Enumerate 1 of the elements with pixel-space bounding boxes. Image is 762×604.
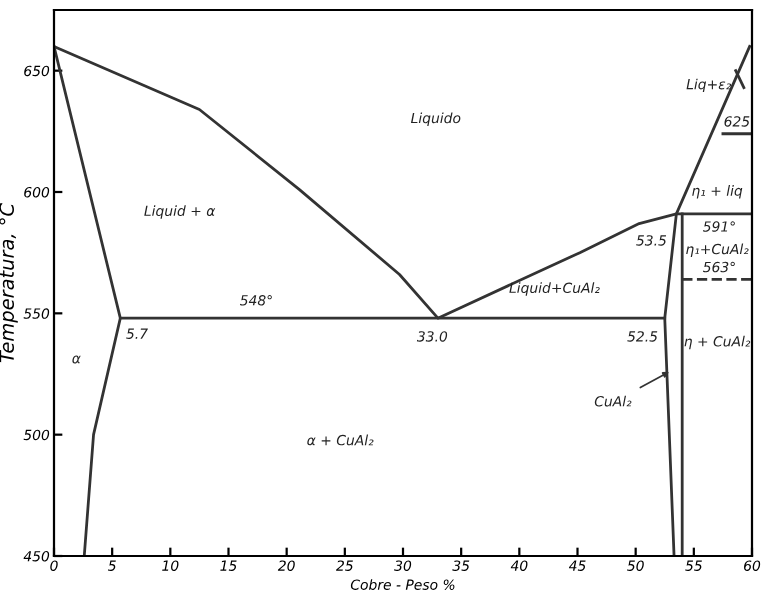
y-axis-title: Temperatura, °C [0,203,18,363]
